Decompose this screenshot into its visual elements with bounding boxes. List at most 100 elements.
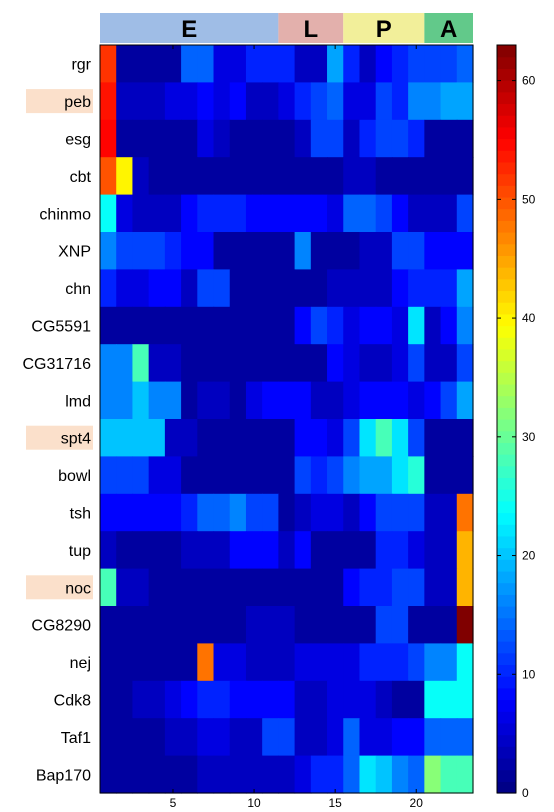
- colorbar-segment: [497, 477, 516, 490]
- heatmap-cell: [181, 680, 198, 719]
- heatmap-cell: [408, 606, 425, 644]
- heatmap-cell: [100, 157, 117, 196]
- heatmap-cell: [359, 419, 377, 457]
- row-label: tsh: [70, 506, 91, 523]
- heatmap-cell: [375, 45, 393, 83]
- heatmap-cell: [197, 269, 215, 308]
- heatmap-cell: [197, 419, 215, 457]
- heatmap-cell: [116, 344, 134, 383]
- heatmap-cell: [424, 157, 442, 196]
- heatmap-cell: [440, 493, 458, 532]
- heatmap-cell: [424, 232, 442, 270]
- heatmap-cell: [294, 531, 312, 570]
- heatmap-cell: [100, 643, 117, 682]
- heatmap-cell: [391, 456, 409, 495]
- colorbar-segment: [497, 325, 516, 338]
- heatmap-cell: [262, 755, 279, 794]
- row-label: spt4: [61, 431, 91, 448]
- heatmap-cell: [262, 606, 279, 644]
- heatmap-cell: [424, 419, 442, 457]
- heatmap-cell: [408, 194, 425, 233]
- heatmap-cell: [100, 381, 117, 420]
- heatmap-cell: [181, 45, 198, 83]
- heatmap-cell: [148, 755, 166, 794]
- heatmap-cell: [359, 718, 377, 757]
- heatmap-cell: [456, 344, 474, 383]
- colorbar-segment: [497, 465, 516, 479]
- heatmap-cell: [440, 194, 458, 233]
- heatmap-cell: [116, 680, 134, 719]
- heatmap-cell: [262, 493, 279, 532]
- heatmap-cell: [262, 194, 279, 233]
- heatmap-cell: [359, 643, 377, 682]
- heatmap-cell: [456, 82, 474, 121]
- heatmap-cell: [245, 45, 263, 83]
- colorbar-segment: [497, 372, 516, 385]
- heatmap-cell: [375, 119, 393, 158]
- heatmap-cell: [132, 493, 150, 532]
- heatmap-cell: [181, 643, 198, 682]
- heatmap-cell: [164, 718, 182, 757]
- heatmap-cell: [359, 45, 377, 83]
- heatmap-cell: [229, 456, 247, 495]
- heatmap-cell: [456, 419, 474, 457]
- heatmap-cell: [132, 419, 150, 457]
- heatmap-cell: [310, 306, 328, 345]
- heatmap-cell: [132, 456, 150, 495]
- colorbar-segment: [497, 161, 516, 175]
- heatmap-cell: [197, 568, 215, 607]
- heatmap-cell: [343, 419, 361, 457]
- heatmap-cell: [213, 232, 231, 270]
- heatmap-cell: [408, 45, 425, 83]
- heatmap-cell: [100, 456, 117, 495]
- heatmap-cell: [440, 643, 458, 682]
- heatmap-cell: [440, 456, 458, 495]
- colorbar-segment: [497, 395, 516, 408]
- heatmap-cell: [343, 306, 361, 345]
- heatmap-cell: [456, 643, 474, 682]
- heatmap-cell: [148, 157, 166, 196]
- colorbar-segment: [497, 757, 516, 771]
- heatmap-cell: [181, 194, 198, 233]
- heatmap-cell: [375, 82, 393, 121]
- heatmap-cell: [343, 568, 361, 607]
- heatmap-cell: [229, 755, 247, 794]
- heatmap-cell: [181, 568, 198, 607]
- heatmap-cell: [181, 157, 198, 196]
- heatmap-cell: [262, 45, 279, 83]
- heatmap-cell: [424, 306, 442, 345]
- stage-block-A: [424, 13, 473, 43]
- heatmap-cell: [310, 157, 328, 196]
- heatmap-cell: [181, 531, 198, 570]
- heatmap-cell: [375, 755, 393, 794]
- heatmap-cell: [164, 45, 182, 83]
- colorbar-segment: [497, 126, 516, 140]
- x-axis-ticks: 5 10 15 20: [170, 45, 423, 810]
- heatmap-cell: [213, 643, 231, 682]
- heatmap-cell: [132, 194, 150, 233]
- colorbar-segment: [497, 430, 516, 443]
- heatmap-cell: [375, 456, 393, 495]
- heatmap-cell: [148, 419, 166, 457]
- colorbar-tick-label: 30: [522, 430, 536, 444]
- colorbar-segment: [497, 559, 516, 572]
- heatmap-cell: [456, 531, 474, 570]
- heatmap-cell: [213, 755, 231, 794]
- heatmap-cell: [132, 306, 150, 345]
- heatmap-cell: [375, 718, 393, 757]
- stage-block-P: [343, 13, 425, 43]
- heatmap-cell: [391, 194, 409, 233]
- heatmap-cell: [310, 568, 328, 607]
- heatmap-cell: [310, 643, 328, 682]
- heatmap-cell: [343, 45, 361, 83]
- row-label: Cdk8: [54, 693, 91, 710]
- heatmap-cell: [327, 157, 344, 196]
- heatmap-cell: [343, 606, 361, 644]
- heatmap-cell: [245, 232, 263, 270]
- heatmap-cell: [229, 82, 247, 121]
- heatmap-cell: [375, 269, 393, 308]
- heatmap-cell: [132, 718, 150, 757]
- heatmap-cell: [164, 456, 182, 495]
- heatmap-cell: [327, 456, 344, 495]
- heatmap-cell: [213, 456, 231, 495]
